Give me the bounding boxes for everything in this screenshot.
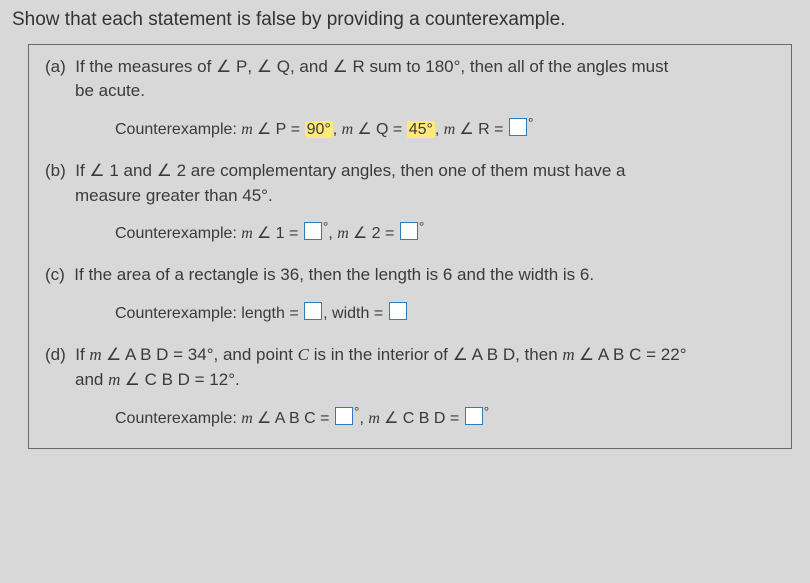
input-CBD[interactable] [465, 407, 483, 425]
sep: , [333, 121, 342, 138]
part-b-prompt: (b) If ∠ 1 and ∠ 2 are complementary ang… [45, 159, 775, 208]
text: If the measures of [75, 57, 216, 76]
angle-CBD: ∠ C B D [125, 370, 190, 389]
value-P: 90° [305, 121, 333, 138]
part-d: (d) If m ∠ A B D = 34°, and point C is i… [45, 343, 775, 429]
deg: ° [484, 403, 490, 419]
angle-R: ∠ R [333, 57, 365, 76]
part-a-label: (a) [45, 57, 66, 76]
part-b-line2: measure greater than 45°. [45, 186, 273, 205]
m: m [342, 121, 358, 138]
input-R[interactable] [509, 118, 527, 136]
eq: = [285, 225, 303, 242]
part-c-counter: Counterexample: length = , width = [45, 302, 775, 325]
part-a-text: If the measures of ∠ P, ∠ Q, and ∠ R sum… [45, 57, 668, 101]
text: and [119, 161, 157, 180]
width-label: width = [332, 305, 388, 322]
angle-P: ∠ P [216, 57, 247, 76]
angle-ABD: ∠ A B D [106, 345, 169, 364]
text: are complementary angles, then one of th… [186, 161, 625, 180]
C: C [298, 345, 309, 364]
counter-label: Counterexample: [115, 410, 241, 427]
page-title: Show that each statement is false by pro… [0, 0, 810, 44]
part-d-prompt: (d) If m ∠ A B D = 34°, and point C is i… [45, 343, 775, 392]
text: , [247, 57, 256, 76]
angle-ABC: ∠ A B C [579, 345, 642, 364]
part-c-text: If the area of a rectangle is 36, then t… [74, 265, 594, 284]
angle-CBD: ∠ C B D [384, 410, 445, 427]
part-a-line2: be acute. [45, 81, 145, 100]
m: m [337, 225, 353, 242]
angle-ABD: ∠ A B D [453, 345, 516, 364]
text: = 34°, and point [168, 345, 297, 364]
m: m [562, 345, 579, 364]
m: m [444, 121, 460, 138]
angle-2: ∠ 2 [353, 225, 381, 242]
angle-Q: ∠ Q [357, 121, 388, 138]
angle-Q: ∠ Q [257, 57, 290, 76]
angle-1: ∠ 1 [257, 225, 285, 242]
counter-label: Counterexample: [115, 225, 241, 242]
part-c-label: (c) [45, 265, 65, 284]
part-b-text: If ∠ 1 and ∠ 2 are complementary angles,… [45, 161, 625, 205]
part-c-prompt: (c) If the area of a rectangle is 36, th… [45, 263, 775, 288]
m: m [241, 225, 257, 242]
m: m [89, 345, 106, 364]
part-a: (a) If the measures of ∠ P, ∠ Q, and ∠ R… [45, 55, 775, 141]
angle-R: ∠ R [459, 121, 489, 138]
length-label: length = [241, 305, 303, 322]
input-ABC[interactable] [335, 407, 353, 425]
angle-ABC: ∠ A B C [257, 410, 316, 427]
eq: = [381, 225, 399, 242]
part-c: (c) If the area of a rectangle is 36, th… [45, 263, 775, 325]
part-d-counter: Counterexample: m ∠ A B C = °, m ∠ C B D… [45, 407, 775, 430]
eq: = [388, 121, 406, 138]
m: m [368, 410, 384, 427]
text: sum to 180°, then all of the angles must [365, 57, 669, 76]
counter-label: Counterexample: [115, 121, 241, 138]
value-Q: 45° [407, 121, 435, 138]
m: m [241, 410, 257, 427]
text: , then [515, 345, 562, 364]
angle-P: ∠ P [257, 121, 286, 138]
m: m [108, 370, 125, 389]
angle-1: ∠ 1 [89, 161, 118, 180]
eq: = [286, 121, 304, 138]
text: is in the interior of [309, 345, 453, 364]
text: and [75, 370, 108, 389]
deg: ° [528, 115, 534, 131]
part-b-counter: Counterexample: m ∠ 1 = °, m ∠ 2 = ° [45, 222, 775, 245]
deg: ° [419, 219, 425, 235]
eq: = [490, 121, 508, 138]
part-d-text: If m ∠ A B D = 34°, and point C is in th… [45, 345, 687, 389]
text: If [75, 345, 89, 364]
counter-label: Counterexample: [115, 305, 241, 322]
sep: , [435, 121, 444, 138]
part-b: (b) If ∠ 1 and ∠ 2 are complementary ang… [45, 159, 775, 245]
angle-2: ∠ 2 [157, 161, 186, 180]
sep: , [328, 225, 337, 242]
part-d-line2: and m ∠ C B D = 12°. [45, 370, 240, 389]
text: = 12°. [190, 370, 240, 389]
part-d-label: (d) [45, 345, 66, 364]
part-a-prompt: (a) If the measures of ∠ P, ∠ Q, and ∠ R… [45, 55, 775, 104]
text: , and [290, 57, 333, 76]
sep: , [323, 305, 332, 322]
eq: = [445, 410, 463, 427]
text: = 22° [641, 345, 686, 364]
text: If [75, 161, 89, 180]
part-b-label: (b) [45, 161, 66, 180]
input-2[interactable] [400, 222, 418, 240]
m: m [241, 121, 257, 138]
input-width[interactable] [389, 302, 407, 320]
input-length[interactable] [304, 302, 322, 320]
eq: = [316, 410, 334, 427]
problem-box: (a) If the measures of ∠ P, ∠ Q, and ∠ R… [28, 44, 792, 449]
input-1[interactable] [304, 222, 322, 240]
part-a-counter: Counterexample: m ∠ P = 90°, m ∠ Q = 45°… [45, 118, 775, 141]
